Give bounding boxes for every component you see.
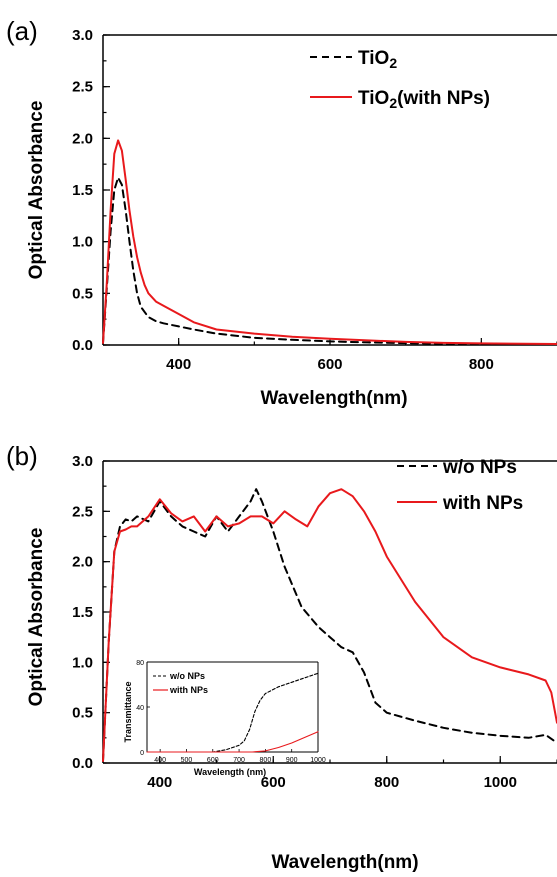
inset-legend-label-wo-nps: w/o NPs (169, 671, 205, 681)
panel-a-y-tick-label: 1.5 (72, 182, 93, 199)
panel-a-y-tick-label: 0.0 (72, 337, 93, 354)
inset-y-tick-label: 80 (136, 660, 144, 667)
legend-label-tio2: TiO2 (358, 48, 397, 71)
panel-b-legend: w/o NPs with NPs (397, 457, 523, 514)
panel-a-x-axis-title: Wavelength(nm) (260, 388, 407, 409)
inset-x-tick-label: 1000 (310, 757, 326, 764)
inset-y-tick-label: 0 (140, 750, 144, 757)
panel-b-y-tick-label: 0.5 (72, 705, 93, 722)
panel-b-y-tick-label: 3.0 (72, 453, 93, 470)
inset-legend-label-with-nps: with NPs (169, 685, 208, 695)
panel-a-y-tick-label: 1.0 (72, 234, 93, 251)
panel-a-tick-labels: 400 600 800 0.0 0.5 1.0 1.5 2.0 2.5 3.0 (72, 27, 494, 373)
panel-a-series (102, 139, 557, 345)
panel-a-x-tick-label: 600 (317, 356, 342, 373)
inset-x-tick-label: 900 (286, 757, 298, 764)
inset-x-tick-label: 600 (207, 757, 219, 764)
panel-a-y-tick-label: 3.0 (72, 27, 93, 44)
panel-a-series-tio2-with-nps (102, 139, 557, 345)
inset-x-tick-label: 500 (181, 757, 193, 764)
chart-panel-a: (a) 400 600 800 0.0 0.5 1.0 1.5 2.0 2.5 3.0 Optic… (6, 16, 557, 409)
panel-b-y-tick-label: 1.0 (72, 654, 93, 671)
panel-a-x-tick-label: 400 (166, 356, 191, 373)
panel-a-series-tio2 (102, 176, 557, 345)
inset-y-tick-label: 40 (136, 705, 144, 712)
inset-x-tick-label: 700 (233, 757, 245, 764)
inset-legend: w/o NPs with NPs (153, 671, 208, 695)
panel-b-series-w-o-nps (102, 488, 557, 762)
panel-b-y-tick-label: 0.0 (72, 755, 93, 772)
panel-b-x-tick-label: 600 (261, 774, 286, 791)
inset-series-with-nps (146, 731, 319, 753)
panel-b-y-tick-label: 2.5 (72, 503, 93, 520)
legend-label-with-nps: with NPs (442, 493, 523, 514)
panel-a-x-tick-label: 800 (469, 356, 494, 373)
panel-b-series (102, 488, 557, 762)
panel-b-y-tick-label: 1.5 (72, 604, 93, 621)
panel-a-legend: TiO2 TiO2(with NPs) (310, 48, 490, 111)
panel-a-label: (a) (6, 16, 38, 46)
panel-a-y-tick-label: 2.5 (72, 79, 93, 96)
panel-b-axes (102, 460, 557, 764)
inset-tick-labels: 400 500 600 700 800 900 1000 0 40 80 (136, 660, 326, 764)
inset-chart: 400 500 600 700 800 900 1000 0 40 80 Transmittanc… (123, 660, 326, 777)
panel-b-x-tick-label: 1000 (484, 774, 517, 791)
legend-label-wo-nps: w/o NPs (442, 457, 517, 478)
inset-y-axis-title: Transmittance (123, 681, 133, 742)
panel-a-y-axis-title: Optical Absorbance (26, 101, 47, 280)
legend-label-tio2-with-nps: TiO2(with NPs) (358, 88, 490, 111)
panel-b-y-axis-title: Optical Absorbance (26, 528, 47, 707)
panel-b-y-tick-label: 2.0 (72, 554, 93, 571)
panel-b-x-axis-title: Wavelength(nm) (271, 852, 418, 873)
panel-b-label: (b) (6, 441, 38, 471)
panel-b-x-tick-label: 800 (374, 774, 399, 791)
inset-series (146, 672, 319, 753)
inset-x-axis-title: Wavelength (nm) (194, 767, 266, 777)
panel-b-x-tick-label: 400 (147, 774, 172, 791)
panel-a-y-tick-label: 2.0 (72, 130, 93, 147)
inset-x-tick-label: 800 (260, 757, 272, 764)
panel-a-y-tick-label: 0.5 (72, 285, 93, 302)
inset-x-tick-label: 400 (154, 757, 166, 764)
panel-b-series-with-nps (102, 488, 557, 762)
